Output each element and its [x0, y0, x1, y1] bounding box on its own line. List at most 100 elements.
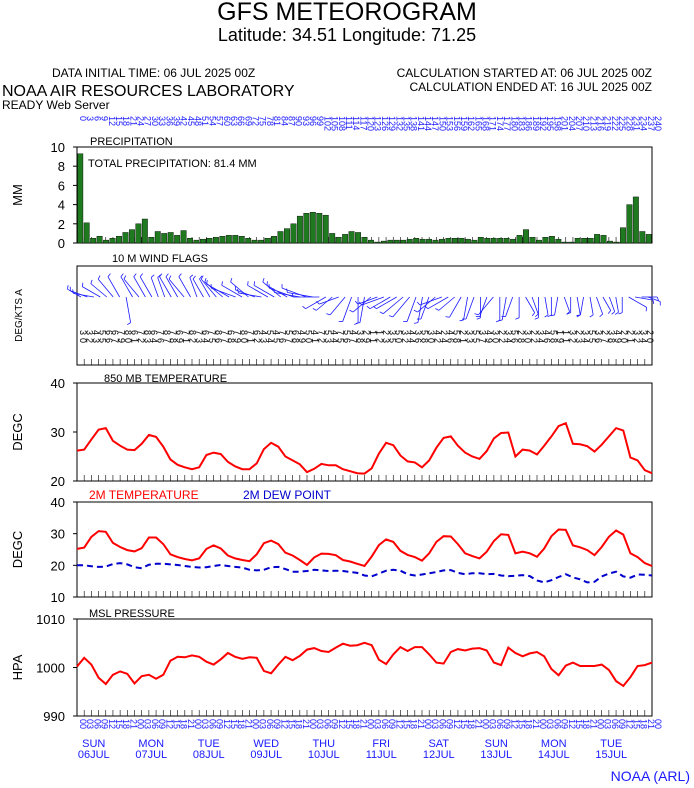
- bottom-hour-label: 21: [473, 719, 483, 729]
- top-hour-label: 108: [337, 116, 347, 131]
- wind-barb-flag: [424, 305, 429, 310]
- wind-speed-label: 3: [632, 330, 642, 335]
- precip-bar: [639, 231, 646, 244]
- bottom-hour-label: 21: [358, 719, 368, 729]
- wind-barb-flag: [273, 288, 275, 293]
- precip-bar: [83, 222, 90, 244]
- wind-dir-label: 4: [149, 338, 159, 343]
- bottom-hour-label: 06: [610, 719, 620, 729]
- wind-dir-label: 6: [445, 338, 455, 343]
- bottom-hour-label: 00: [538, 719, 548, 729]
- wind-speed-label: 3: [465, 330, 475, 335]
- wind-speed-label: 7: [168, 330, 178, 335]
- bottom-hour-label: 21: [186, 719, 196, 729]
- wind-dir-label: 3: [258, 338, 268, 343]
- wind-dir-label: 7: [162, 338, 172, 343]
- wind-dir-label: 1: [310, 338, 320, 343]
- bottom-hour-label: 18: [639, 719, 649, 729]
- y-axis-label: DEGC: [10, 531, 25, 569]
- bottom-hour-label: 09: [387, 719, 397, 729]
- wind-dir-label: 4: [200, 338, 210, 343]
- top-hour-label: 240: [653, 116, 663, 131]
- bottom-hour-label: 03: [85, 719, 95, 729]
- wind-barb: [501, 296, 507, 321]
- server-name: READY Web Server: [2, 98, 110, 112]
- bottom-hour-label: 12: [279, 719, 289, 729]
- wind-speed-label: 1: [561, 330, 571, 335]
- wind-speed-label: 3: [387, 330, 397, 335]
- top-hour-label: 180: [509, 116, 519, 131]
- precip-bar: [380, 240, 387, 244]
- wind-dir-label: 1: [130, 338, 140, 343]
- wind-speed-label: 8: [188, 330, 198, 335]
- bottom-hour-label: 18: [351, 719, 361, 729]
- wind-barb-flag: [366, 305, 371, 310]
- wind-barb-flag: [611, 311, 615, 315]
- wind-dir-label: 7: [349, 338, 359, 343]
- wind-speed-label: 7: [233, 330, 243, 335]
- precip-bar: [555, 238, 562, 244]
- bottom-hour-label: 15: [344, 719, 354, 729]
- wind-speed-label: 4: [297, 330, 307, 335]
- bottom-hour-label: 00: [653, 719, 663, 729]
- precip-bar: [645, 234, 652, 244]
- wind-barb: [608, 296, 616, 312]
- wind-speed-label: 8: [162, 330, 172, 335]
- wind-barb-flag: [355, 322, 361, 324]
- top-hour-label: 174: [495, 116, 505, 131]
- wind-barb-flag: [67, 285, 69, 290]
- precip-bar: [477, 237, 484, 244]
- wind-dir-label: 0: [239, 338, 249, 343]
- wind-dir-label: 9: [117, 338, 127, 343]
- wind-barb-flag: [90, 279, 93, 284]
- precip-bar: [458, 237, 465, 244]
- bottom-hour-label: 09: [157, 719, 167, 729]
- wind-barb-flag: [459, 319, 464, 322]
- bottom-hour-label: 12: [452, 719, 462, 729]
- top-hour-label: 93: [301, 116, 311, 126]
- top-hour-label: 9: [100, 116, 110, 121]
- wind-speed-label: 7: [194, 330, 204, 335]
- date-label: 09JUL: [250, 749, 282, 761]
- precip-bar: [355, 232, 361, 244]
- top-hour-label: 39: [171, 116, 181, 126]
- precip-bar: [497, 237, 504, 244]
- bottom-hour-label: 21: [301, 719, 311, 729]
- day-of-week-label: SAT: [428, 738, 449, 750]
- precip-bar: [529, 237, 536, 244]
- bottom-hour-label: 06: [207, 719, 217, 729]
- wind-speed-label: 5: [304, 330, 314, 335]
- wind-speed-label: 2: [497, 330, 507, 335]
- precip-bar: [432, 239, 439, 244]
- wind-dir-label: 6: [155, 338, 165, 343]
- wind-barb: [463, 296, 468, 321]
- precip-bar: [290, 223, 297, 244]
- precip-bar: [96, 236, 103, 244]
- wind-speed-label: 7: [316, 330, 326, 335]
- top-hour-label: 222: [610, 116, 620, 131]
- wind-dir-label: 6: [342, 338, 352, 343]
- wind-dir-label: 3: [142, 338, 152, 343]
- bottom-hour-label: 18: [524, 719, 534, 729]
- wind-speed-label: 7: [278, 330, 288, 335]
- precip-bar: [581, 237, 588, 244]
- precip-bar: [225, 235, 232, 244]
- top-hour-label: 147: [430, 116, 440, 131]
- pressure-line: [76, 641, 653, 688]
- precip-bar: [406, 238, 413, 244]
- wind-barb-flag: [599, 313, 603, 318]
- top-hour-label: 156: [452, 116, 462, 131]
- top-hour-label: 219: [603, 116, 613, 131]
- wind-speed-label: 1: [368, 330, 378, 335]
- top-hour-label: 195: [545, 116, 555, 131]
- top-hour-label: 54: [207, 116, 217, 126]
- wind-dir-label: 4: [439, 338, 449, 343]
- wind-dir-label: 1: [561, 338, 571, 343]
- wind-speed-label: 3: [413, 330, 423, 335]
- wind-barb: [602, 296, 612, 311]
- top-hour-label: 96: [308, 116, 318, 126]
- precip-bar: [303, 213, 310, 244]
- wind-barb: [125, 296, 132, 323]
- wind-barb-flag: [266, 281, 268, 286]
